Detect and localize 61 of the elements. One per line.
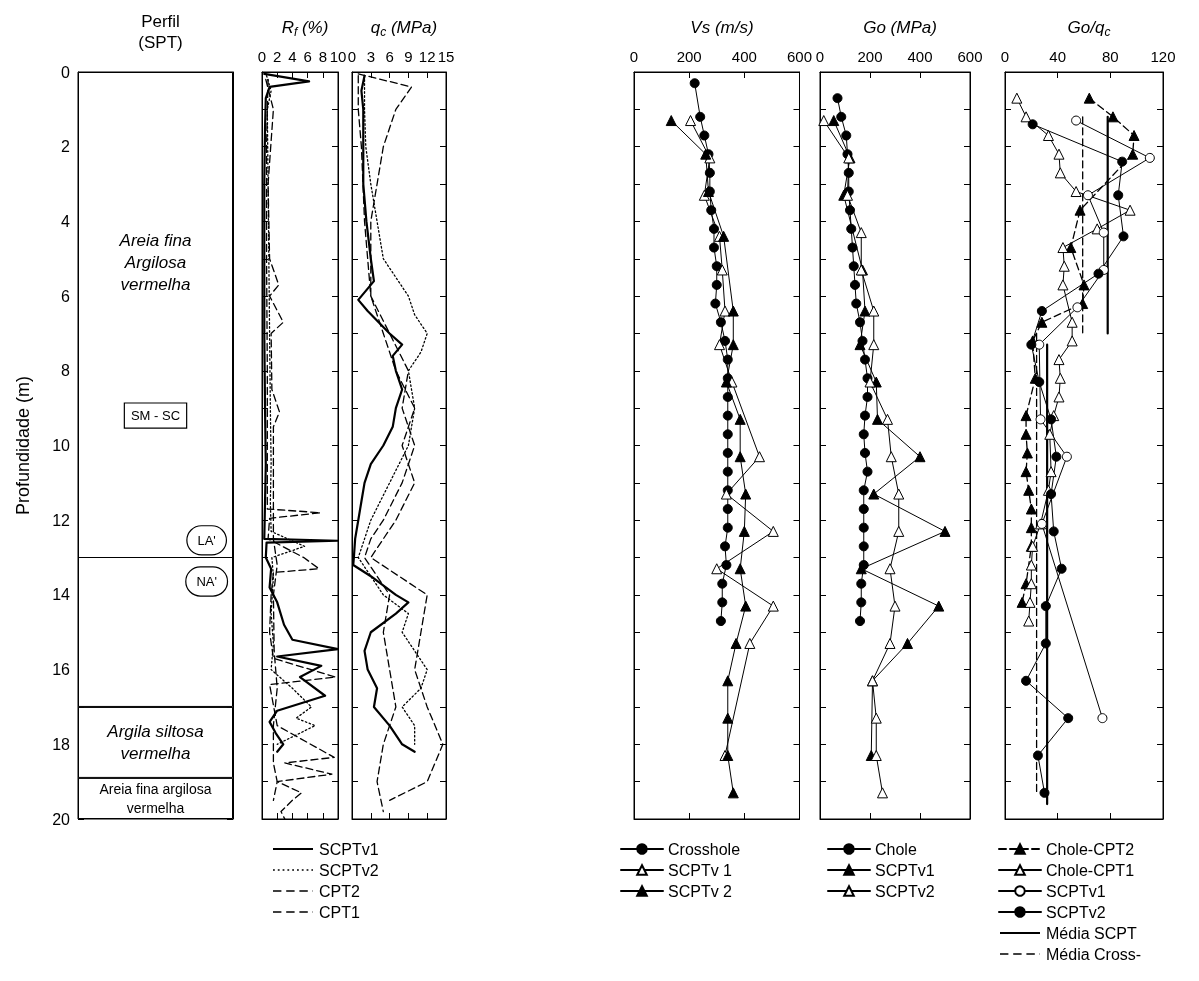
x-tick-label: 9 <box>404 48 413 65</box>
y-tick-label: 4 <box>61 212 71 230</box>
x-tick-label: 400 <box>731 48 757 65</box>
x-tick-label: 0 <box>347 48 357 65</box>
y-tick-label: 18 <box>52 735 71 753</box>
y-tick-label: 20 <box>52 810 71 828</box>
x-tick-label: 200 <box>857 48 883 65</box>
x-tick-label: 80 <box>1101 48 1119 65</box>
x-tick-label: 6 <box>303 48 312 65</box>
x-tick-label: 0 <box>629 48 639 65</box>
legend-label: SCPTv 2 <box>668 882 733 900</box>
x-tick-label: 12 <box>418 48 436 65</box>
x-tick-label: 2 <box>273 48 282 65</box>
x-tick-label: 10 <box>329 48 347 65</box>
y-tick-label: 16 <box>52 661 71 679</box>
chart-title: Go (MPa) <box>863 18 937 37</box>
chart-title: Vs (m/s) <box>690 18 754 37</box>
legend-label: SCPTv2 <box>1046 903 1106 921</box>
y-tick-label: 0 <box>61 63 71 81</box>
legend-label: Chole <box>875 840 917 858</box>
legend-label: SCPTv 1 <box>668 861 733 879</box>
y-tick-label: 2 <box>61 138 71 156</box>
legend-label: CPT2 <box>319 882 360 900</box>
x-tick-label: 200 <box>676 48 702 65</box>
legend-label: Chole-CPT1 <box>1046 861 1135 879</box>
annotation: SM - SC <box>130 408 181 424</box>
x-tick-label: 0 <box>815 48 825 65</box>
y-tick-label: 10 <box>52 437 71 454</box>
y-tick-label: 14 <box>52 586 71 604</box>
series-label: Areia fina argilosa vermelha <box>99 780 212 816</box>
annotation: NA' <box>196 573 217 589</box>
x-tick-label: 4 <box>288 48 297 65</box>
x-tick-label: 400 <box>907 48 933 65</box>
chart-title: Perfil (SPT) <box>138 12 183 52</box>
legend-label: Crosshole <box>668 840 741 858</box>
x-tick-label: 600 <box>786 48 812 65</box>
x-tick-label: 8 <box>318 48 327 65</box>
legend-label: Chole-CPT2 <box>1046 840 1135 858</box>
series-label: Areia fina Argilosa vermelha <box>118 230 192 294</box>
legend-label: SCPTv2 <box>319 861 379 879</box>
annotation: LA' <box>197 532 216 548</box>
series-label: Argila siltosa vermelha <box>106 721 204 763</box>
legend-label: SCPTv1 <box>1046 882 1106 900</box>
legend-label: SCPTv1 <box>319 840 379 858</box>
y-tick-label: 6 <box>61 287 71 305</box>
x-tick-label: 600 <box>957 48 983 65</box>
x-tick-label: 0 <box>1000 48 1010 65</box>
x-tick-label: 3 <box>366 48 375 65</box>
x-tick-label: 40 <box>1049 48 1067 65</box>
y-axis-title: Profundidade (m) <box>13 375 33 516</box>
x-tick-label: 120 <box>1150 48 1176 65</box>
x-tick-label: 0 <box>257 48 267 65</box>
legend-label: CPT1 <box>319 903 360 921</box>
x-tick-label: 15 <box>437 48 455 65</box>
legend-label: Média SCPT <box>1046 924 1137 942</box>
x-tick-label: 6 <box>385 48 394 65</box>
y-tick-label: 8 <box>61 362 71 380</box>
legend-label: Média Cross- <box>1046 945 1142 963</box>
legend-label: SCPTv1 <box>875 861 935 879</box>
y-tick-label: 12 <box>52 511 71 529</box>
legend-label: SCPTv2 <box>875 882 935 900</box>
